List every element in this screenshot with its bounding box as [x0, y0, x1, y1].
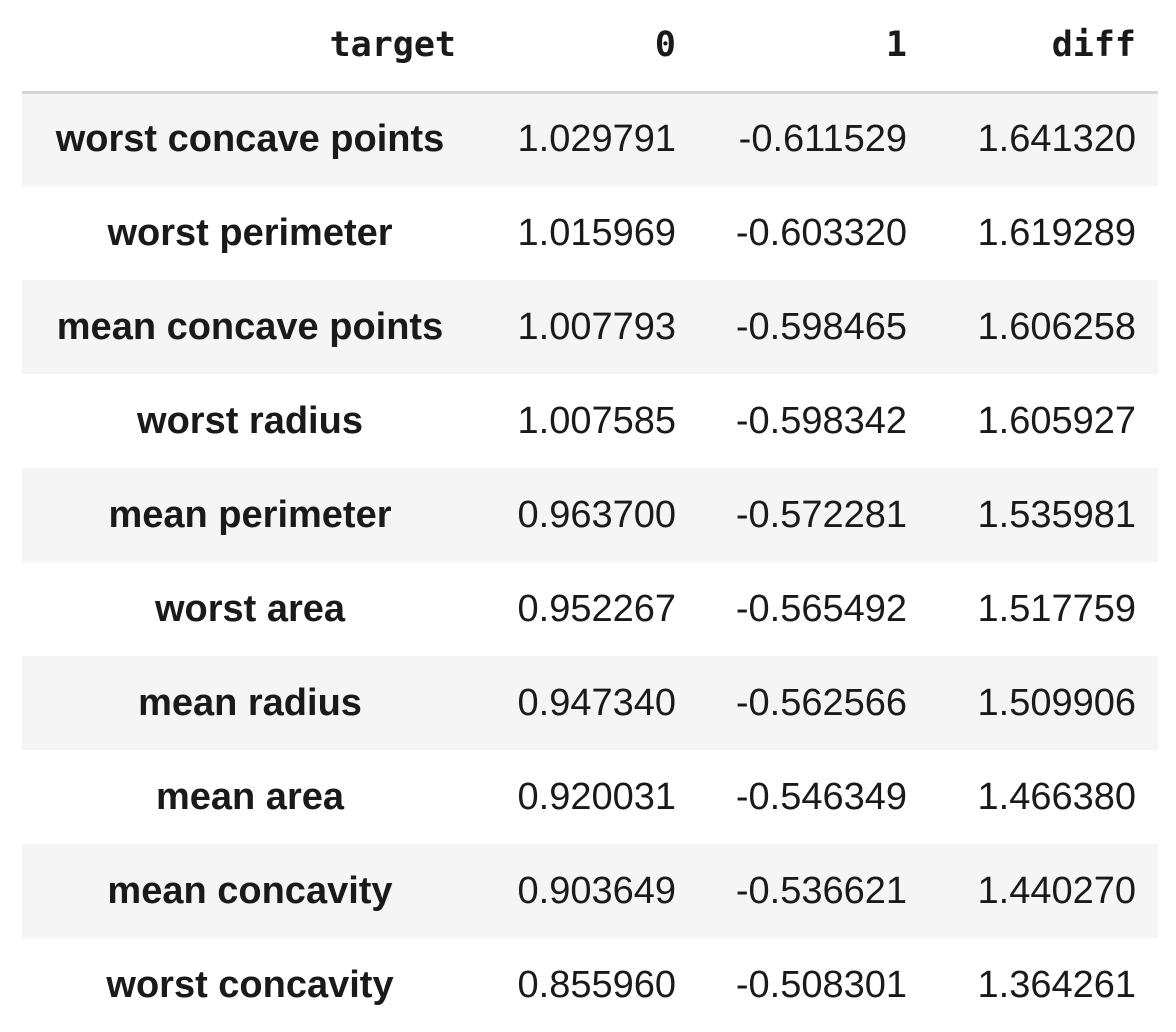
- table-header: target 0 1 diff: [22, 0, 1158, 94]
- cell-value-1: -0.603320: [735, 211, 907, 254]
- cell-value-1: -0.536621: [735, 869, 907, 912]
- table-row: worst concave points 1.029791 -0.611529 …: [22, 92, 1158, 186]
- cell-value-1: -0.565492: [735, 587, 907, 630]
- row-label: mean concave points: [56, 305, 444, 348]
- cell-value-1: -0.611529: [738, 118, 907, 161]
- cell-diff: 1.619289: [977, 211, 1137, 254]
- row-label: worst radius: [137, 399, 363, 442]
- table-row: mean concavity 0.903649 -0.536621 1.4402…: [22, 844, 1158, 938]
- cell-diff: 1.517759: [977, 587, 1137, 630]
- cell-value-0: 0.947340: [517, 681, 677, 724]
- table-row: worst concavity 0.855960 -0.508301 1.364…: [22, 938, 1158, 1032]
- table-row: worst area 0.952267 -0.565492 1.517759: [22, 562, 1158, 656]
- cell-diff: 1.606258: [977, 305, 1137, 348]
- cell-value-0: 1.029791: [517, 118, 677, 161]
- table-row: worst radius 1.007585 -0.598342 1.605927: [22, 374, 1158, 468]
- cell-value-1: -0.598465: [735, 305, 907, 348]
- dataframe-table: target 0 1 diff worst concave points 1.0…: [22, 0, 1158, 1032]
- cell-value-0: 0.903649: [517, 869, 677, 912]
- cell-value-1: -0.598342: [735, 399, 907, 442]
- row-label: worst concavity: [106, 963, 394, 1006]
- cell-value-0: 0.963700: [517, 493, 677, 536]
- table-row: mean radius 0.947340 -0.562566 1.509906: [22, 656, 1158, 750]
- row-label: worst perimeter: [107, 211, 393, 254]
- cell-diff: 1.466380: [977, 775, 1137, 818]
- column-header-diff: diff: [929, 0, 1158, 94]
- cell-value-0: 1.007585: [517, 399, 677, 442]
- cell-value-0: 0.855960: [517, 963, 677, 1006]
- row-label: worst area: [154, 587, 346, 630]
- cell-value-0: 0.952267: [517, 587, 677, 630]
- row-label: mean perimeter: [108, 493, 392, 536]
- table-row: mean perimeter 0.963700 -0.572281 1.5359…: [22, 468, 1158, 562]
- cell-value-1: -0.508301: [735, 963, 907, 1006]
- cell-value-0: 1.015969: [517, 211, 677, 254]
- row-label: mean concavity: [107, 869, 393, 912]
- row-label: mean area: [155, 775, 344, 818]
- cell-diff: 1.641320: [977, 118, 1137, 161]
- row-label: worst concave points: [55, 118, 445, 161]
- cell-diff: 1.364261: [977, 963, 1137, 1006]
- table-row: mean area 0.920031 -0.546349 1.466380: [22, 750, 1158, 844]
- table-body: worst concave points 1.029791 -0.611529 …: [22, 92, 1158, 1032]
- index-header: target: [22, 0, 478, 94]
- cell-value-1: -0.546349: [735, 775, 907, 818]
- cell-diff: 1.535981: [977, 493, 1137, 536]
- cell-value-0: 1.007793: [517, 305, 677, 348]
- row-label: mean radius: [138, 681, 362, 724]
- table-row: worst perimeter 1.015969 -0.603320 1.619…: [22, 186, 1158, 280]
- cell-value-1: -0.562566: [735, 681, 907, 724]
- cell-diff: 1.440270: [977, 869, 1137, 912]
- cell-value-1: -0.572281: [735, 493, 907, 536]
- cell-diff: 1.605927: [977, 399, 1137, 442]
- header-row: target 0 1 diff: [22, 0, 1158, 94]
- cell-diff: 1.509906: [977, 681, 1137, 724]
- column-header-1: 1: [698, 0, 929, 94]
- cell-value-0: 0.920031: [517, 775, 677, 818]
- column-header-0: 0: [478, 0, 698, 94]
- table-row: mean concave points 1.007793 -0.598465 1…: [22, 280, 1158, 374]
